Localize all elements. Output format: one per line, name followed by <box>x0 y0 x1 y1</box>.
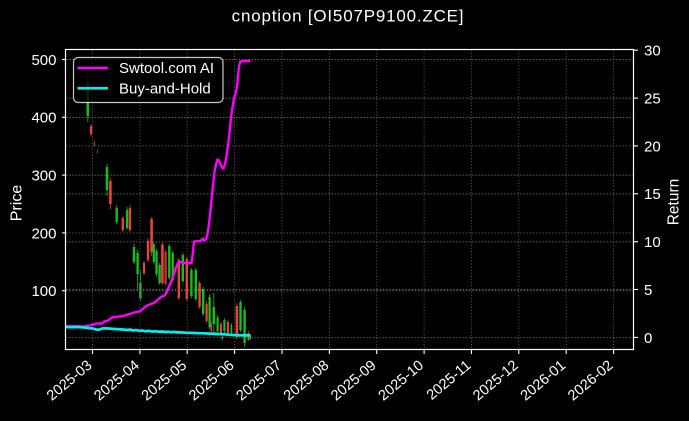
svg-text:10: 10 <box>644 234 661 251</box>
svg-text:15: 15 <box>644 186 661 203</box>
svg-text:Swtool.com AI: Swtool.com AI <box>119 60 214 77</box>
svg-text:Price: Price <box>9 185 26 222</box>
svg-text:500: 500 <box>31 52 56 69</box>
svg-text:0: 0 <box>644 330 652 347</box>
svg-text:300: 300 <box>31 168 56 185</box>
svg-text:200: 200 <box>31 225 56 242</box>
svg-text:Buy-and-Hold: Buy-and-Hold <box>119 80 211 97</box>
svg-text:400: 400 <box>31 110 56 127</box>
svg-text:25: 25 <box>644 91 661 108</box>
svg-text:30: 30 <box>644 43 661 60</box>
svg-text:cnoption [OI507P9100.ZCE]: cnoption [OI507P9100.ZCE] <box>232 7 465 26</box>
svg-text:100: 100 <box>31 283 56 300</box>
svg-text:Return: Return <box>666 179 683 226</box>
svg-text:5: 5 <box>644 282 652 299</box>
svg-text:20: 20 <box>644 138 661 155</box>
